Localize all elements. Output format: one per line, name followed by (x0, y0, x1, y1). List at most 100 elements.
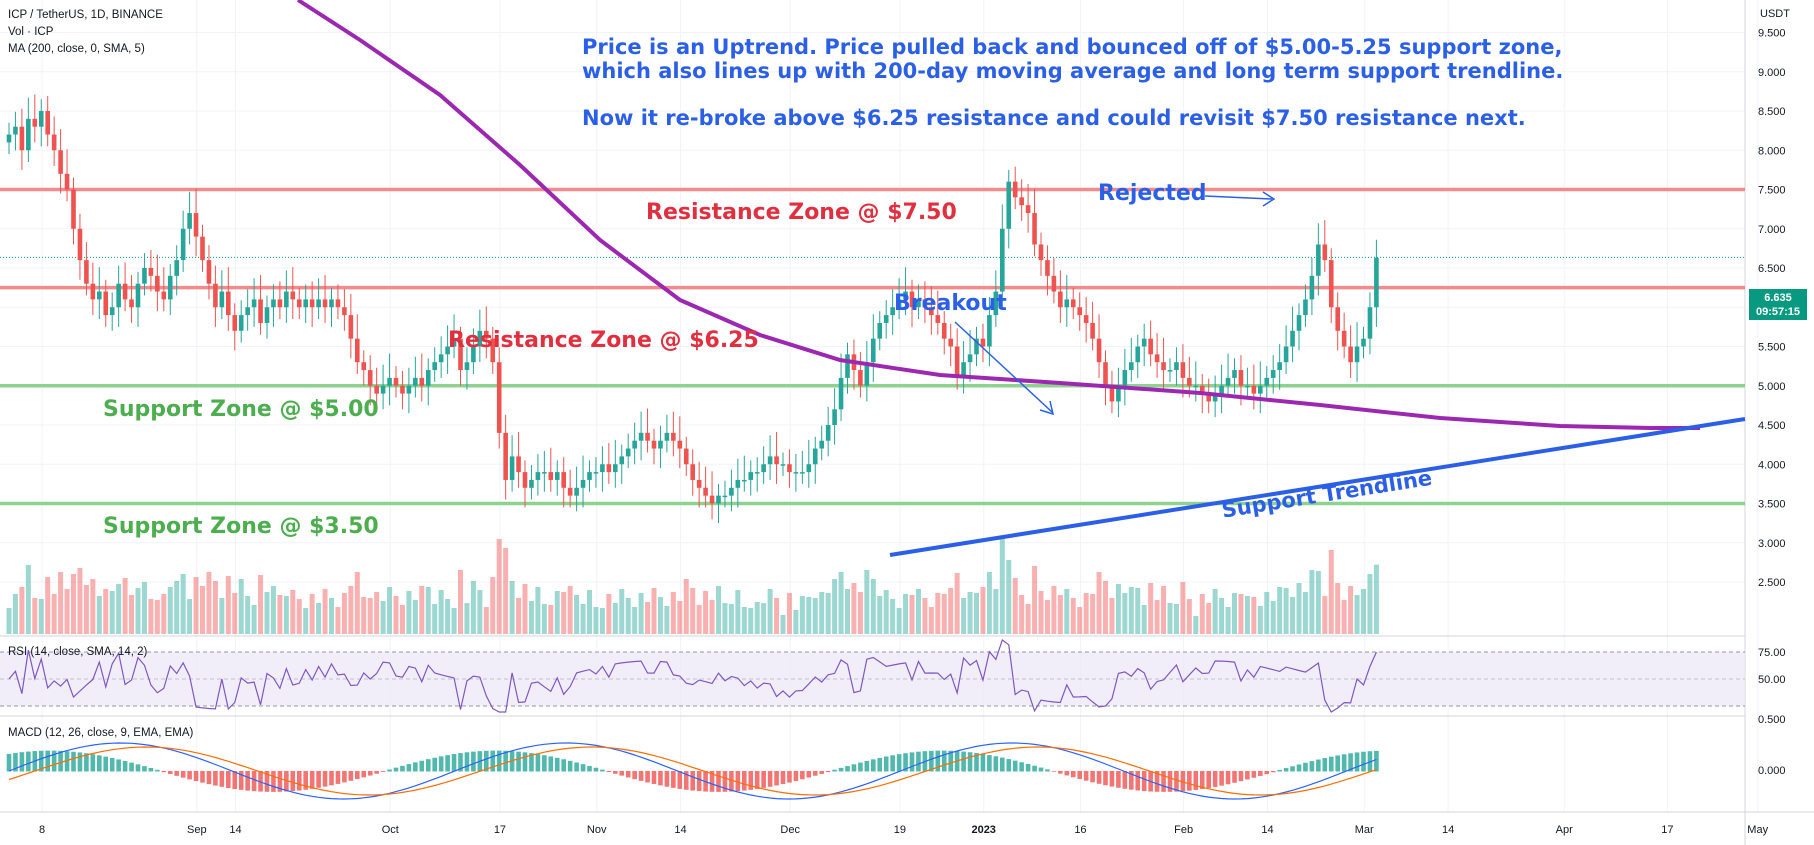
volume-bar (335, 607, 341, 634)
candle-body (1367, 307, 1373, 339)
candle-body (1283, 346, 1289, 363)
volume-legend[interactable]: Vol · ICP (8, 26, 54, 38)
candle-body (832, 409, 837, 425)
volume-bar (677, 601, 683, 634)
macd-hist-bar (232, 771, 238, 790)
candle-body (1000, 228, 1005, 292)
macd-hist-bar (484, 750, 489, 772)
candle-body (309, 299, 315, 308)
candle-body (387, 377, 392, 386)
candlesticks[interactable] (6, 94, 1379, 524)
candle-body (542, 472, 547, 474)
candle-body (187, 213, 192, 229)
macd-hist-bar (322, 771, 328, 787)
macd-hist-bar (548, 756, 554, 772)
macd-hist-bar (193, 771, 199, 782)
volume-bar (1032, 566, 1038, 634)
macd-hist-bar (458, 753, 463, 772)
macd-hist-bar (496, 750, 502, 772)
volume-bar (890, 599, 896, 634)
time-tick: 8 (39, 824, 45, 836)
volume-bar (1257, 606, 1263, 634)
time-tick: 14 (229, 824, 241, 836)
indicator-tick: 0.500 (1758, 714, 1786, 726)
volume-bar (277, 595, 283, 634)
macd-hist-bar (806, 771, 812, 778)
last-price: 6.635 (1764, 292, 1792, 304)
time-tick: Feb (1174, 824, 1193, 836)
price-tick: 6.500 (1758, 263, 1786, 275)
macd-hist-bar (1264, 771, 1270, 775)
macd-hist-bar (1180, 771, 1186, 792)
candle-body (77, 228, 83, 261)
macd-hist-bar (213, 771, 218, 786)
indicator-tick: 75.00 (1758, 647, 1786, 659)
macd-hist-bar (716, 771, 721, 792)
volume-bar (728, 604, 734, 634)
volume-bar (1296, 583, 1302, 634)
volume-bar (922, 598, 928, 634)
macd-hist-bar (1141, 771, 1147, 792)
rsi-legend[interactable]: RSI (14, close, SMA, 14, 2) (8, 646, 148, 658)
macd-hist-bar (535, 754, 541, 772)
macd-hist-bar (471, 751, 476, 772)
volume-bar (374, 592, 380, 634)
candle-body (1335, 307, 1340, 331)
price-tick: 3.500 (1758, 499, 1786, 511)
macd-hist-bar (767, 771, 773, 787)
macd-hist-bar (787, 771, 792, 783)
volume-bar (200, 586, 205, 634)
candle-body (1258, 385, 1263, 394)
volume-bar (516, 598, 522, 634)
volume-bar (283, 596, 289, 634)
candle-body (464, 362, 470, 371)
macd-hist-bar (625, 771, 631, 778)
macd-hist-bar (425, 759, 431, 772)
price-tick: 9.000 (1758, 67, 1786, 79)
volume-bar (380, 601, 386, 634)
candle-body (1154, 354, 1160, 363)
symbol-title[interactable]: ICP / TetherUS, 1D, BINANCE (8, 9, 163, 21)
volume-bar (438, 590, 444, 634)
volume-bar (77, 568, 83, 634)
ma-legend[interactable]: MA (200, close, 0, SMA, 5) (8, 43, 145, 55)
macd-legend[interactable]: MACD (12, 26, close, 9, EMA, EMA) (8, 727, 194, 739)
volume-bar (90, 579, 96, 634)
macd-hist-bar (1032, 765, 1037, 772)
volume-bar (664, 606, 670, 634)
volume-bar (367, 598, 373, 634)
volume-bar (116, 584, 122, 634)
volume-bar (1103, 581, 1108, 634)
macd-hist-bar (980, 753, 986, 772)
volume-bar (838, 572, 844, 634)
volume-bar (1057, 595, 1063, 634)
candle-body (1116, 385, 1121, 402)
price-tick: 9.500 (1758, 28, 1786, 40)
macd-hist-bar (264, 771, 270, 792)
candle-body (425, 370, 431, 386)
time-tick: 19 (894, 824, 906, 836)
volume-bar (251, 605, 257, 634)
candle-body (709, 495, 715, 504)
candle-body (6, 134, 12, 143)
macd-hist-bar (606, 771, 612, 772)
macd-hist-bar (1354, 752, 1360, 772)
candle-body (941, 322, 947, 339)
macd-hist-bar (400, 765, 405, 772)
volume-bar (129, 595, 135, 634)
volume-bar (193, 577, 199, 634)
candle-body (477, 330, 483, 347)
candle-body (625, 448, 631, 457)
time-axis[interactable]: 8 Sep 14 Oct 17 Nov 14 Dec 19 2023 16 Feb 14 Mar 14 Apr… (39, 824, 1769, 836)
candle-body (335, 299, 341, 308)
volume-bar (793, 610, 799, 634)
volume-bar (232, 593, 238, 634)
volume-bar (1141, 605, 1147, 634)
candle-body (367, 370, 373, 386)
candle-body (606, 464, 612, 473)
candle-body (45, 111, 50, 135)
candle-body (1219, 385, 1224, 394)
volume-bar (1328, 550, 1334, 634)
macd-hist-bar (664, 771, 670, 787)
